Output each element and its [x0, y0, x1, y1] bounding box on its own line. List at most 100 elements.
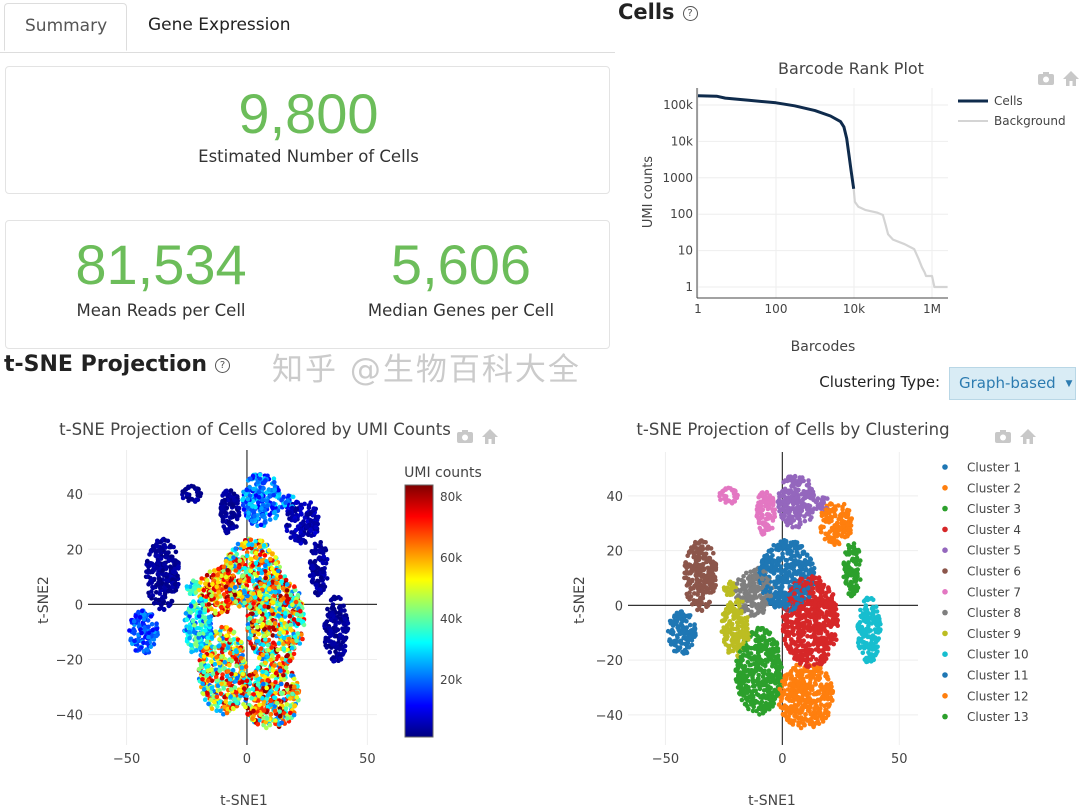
clustering-type-label: Clustering Type:	[819, 373, 940, 391]
umi-point	[263, 563, 268, 569]
umi-point	[265, 693, 271, 698]
umi-point	[243, 569, 249, 575]
umi-point	[145, 647, 150, 653]
umi-point	[245, 497, 251, 502]
umi-point	[259, 616, 265, 622]
umi-point	[256, 631, 262, 637]
umi-point	[234, 690, 239, 695]
cluster-y-tick-label: 40	[606, 490, 623, 505]
umi-point	[294, 612, 300, 617]
question-circle-icon[interactable]: ?	[215, 357, 231, 373]
umi-point	[227, 663, 232, 668]
umi-point	[328, 632, 334, 638]
umi-point	[142, 612, 147, 617]
tab-gene-expression[interactable]: Gene Expression	[148, 15, 291, 35]
umi-point	[176, 564, 181, 569]
umi-point	[248, 537, 254, 543]
umi-point	[257, 604, 263, 609]
umi-point	[200, 677, 205, 682]
umi-point	[289, 645, 295, 651]
barcode-y-axis-label: UMI counts	[641, 156, 656, 228]
umi-point	[318, 540, 324, 545]
umi-point	[216, 589, 221, 595]
umi-point	[268, 698, 274, 703]
umi-point	[255, 523, 260, 529]
umi-point	[243, 664, 249, 669]
umi-point	[206, 701, 211, 707]
umi-point	[224, 633, 229, 638]
umi-point	[285, 653, 291, 658]
question-circle-icon[interactable]: ?	[682, 5, 698, 21]
umi-point	[161, 600, 166, 605]
umi-point	[264, 596, 269, 602]
umi-point	[267, 625, 272, 630]
umi-point	[267, 586, 272, 592]
umi-point	[213, 611, 218, 616]
umi-point	[271, 501, 277, 506]
umi-point	[306, 505, 312, 511]
umi-point	[261, 633, 267, 639]
umi-point	[271, 584, 276, 590]
umi-point	[284, 588, 290, 593]
umi-point	[249, 695, 254, 701]
umi-point	[293, 527, 299, 533]
umi-point	[232, 592, 238, 598]
umi-point	[251, 601, 256, 606]
umi-point	[190, 618, 196, 624]
umi-point	[161, 607, 167, 612]
umi-point	[227, 650, 233, 656]
umi-point	[228, 560, 233, 566]
umi-y-tick-label: 40	[66, 488, 83, 503]
umi-point	[238, 639, 244, 645]
umi-point	[228, 694, 233, 699]
clustering-type-dropdown[interactable]: Graph-based ▼	[949, 367, 1076, 400]
umi-point	[284, 528, 290, 533]
umi-point	[222, 659, 228, 665]
umi-point	[268, 556, 273, 562]
umi-point	[236, 505, 242, 511]
umi-point	[278, 668, 283, 673]
umi-point	[187, 614, 192, 619]
umi-y-tick-label: 20	[66, 543, 83, 558]
umi-point	[276, 641, 282, 646]
umi-point	[255, 665, 261, 671]
umi-point	[293, 599, 299, 605]
umi-point	[201, 686, 207, 692]
umi-point	[277, 714, 283, 719]
umi-point	[210, 581, 215, 587]
umi-point	[270, 552, 275, 557]
umi-x-tick-label: −50	[113, 752, 140, 767]
umi-point	[285, 716, 290, 721]
tab-summary[interactable]: Summary	[4, 3, 127, 51]
umi-point	[294, 638, 299, 644]
umi-point	[296, 617, 301, 623]
umi-point	[292, 518, 298, 523]
umi-point	[221, 686, 227, 691]
umi-point	[201, 588, 207, 593]
umi-point	[253, 669, 258, 675]
umi-point	[193, 641, 198, 646]
umi-point	[222, 704, 227, 710]
umi-point	[313, 590, 318, 595]
umi-point	[237, 604, 242, 609]
umi-point	[342, 637, 348, 642]
umi-point	[232, 696, 237, 702]
umi-point	[252, 595, 258, 600]
umi-point	[287, 516, 292, 521]
umi-point	[227, 502, 232, 507]
umi-point	[276, 613, 281, 618]
umi-point	[164, 582, 169, 587]
umi-point	[158, 556, 164, 561]
x-tick-label: 1	[694, 302, 702, 316]
umi-point	[245, 711, 250, 717]
umi-point	[317, 555, 322, 560]
umi-point	[315, 515, 321, 521]
umi-point	[214, 708, 219, 713]
umi-point	[187, 630, 192, 635]
umi-point	[209, 635, 215, 640]
umi-point	[273, 561, 279, 566]
umi-point	[146, 624, 151, 630]
umi-point	[298, 502, 304, 508]
umi-point	[148, 644, 154, 649]
umi-point	[159, 596, 165, 601]
